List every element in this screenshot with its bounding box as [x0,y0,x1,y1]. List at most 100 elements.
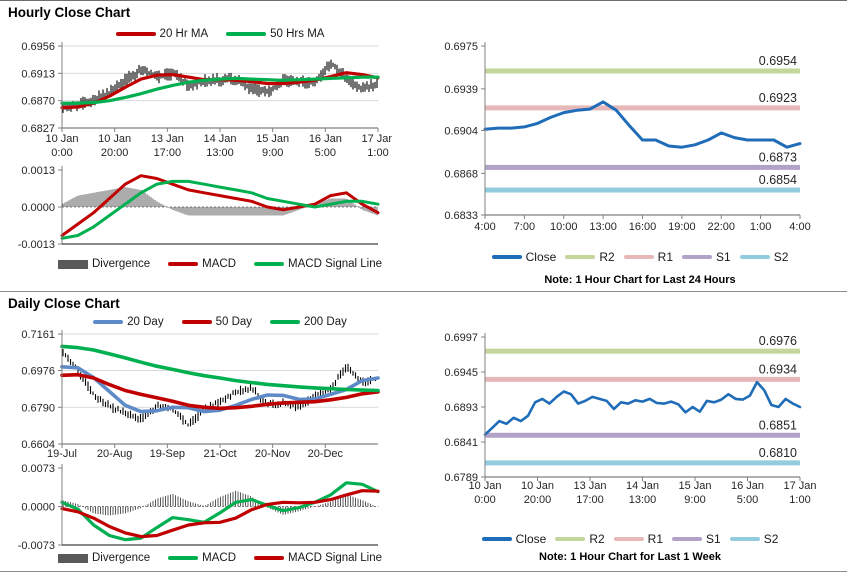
x-tick-label: 0:00 [474,494,495,506]
x-tick-label: 15 Jan [256,133,289,145]
daily-macd-chart: 0.0073 0.0000 -0.0073 [18,463,380,552]
band-label-s1: 0.6873 [759,150,797,164]
legend-item-divergence: Divergence [58,258,150,270]
band-r2 [485,348,800,354]
x-tick-label: 15 Jan [678,480,711,492]
20-day-line [60,364,380,414]
band-label-r1: 0.6923 [759,91,797,105]
x-tick-label: 14 Jan [203,133,236,145]
y-tick-label: 0.6868 [444,168,478,180]
legend-label: S2 [763,532,779,546]
legend-item-macd: MACD [168,552,236,564]
x-tick-label: 1:00 [367,147,388,159]
y-tick-label: 0.6833 [444,210,478,222]
legend-swatch [58,259,88,269]
legend-item-macd-signal-line: MACD Signal Line [254,552,382,564]
50-day-line [60,372,380,411]
legend-item-r1: R1 [623,250,673,264]
200-day-line [60,344,380,393]
legend-swatch [226,32,267,36]
x-tick-label: 4:00 [474,221,495,233]
daily-sr-note: Note: 1 Hour Chart for Last 1 Week [539,551,721,563]
y-tick-label: 0.6975 [444,41,478,53]
legend-label: MACD [202,552,237,564]
legend-item-50-hrs-ma: 50 Hrs MA [226,28,324,40]
x-tick-label: 1:00 [789,494,810,506]
x-tick-label: 10:00 [550,221,578,233]
x-tick-label: 19:00 [668,221,696,233]
legend-item-s2: S2 [729,532,779,546]
x-tick-label: 20-Nov [255,448,291,460]
legend-label: S2 [773,250,789,264]
legend-item-20-day: 20 Day [93,316,164,328]
band-label-s2: 0.6810 [759,446,797,460]
x-tick-label: 20-Dec [308,448,344,460]
x-tick-label: 16:00 [629,221,657,233]
legend-label: 50 Hrs MA [270,28,325,40]
x-tick-label: 13 Jan [573,480,606,492]
x-tick-label: 17:00 [154,147,182,159]
legend-item-s2: S2 [739,250,789,264]
x-tick-label: 13:00 [629,494,657,506]
x-tick-label: 17 Jan [361,133,392,145]
hourly-macd-chart: 0.0013 0.0000 -0.0013 [18,165,380,251]
legend-item-r2: R2 [565,250,615,264]
legend-label: Close [515,532,547,546]
band-label-s1: 0.6851 [759,418,797,432]
legend-swatch [729,537,760,541]
legend-item-macd: MACD [168,258,236,270]
x-tick-label: 19-Sep [150,448,185,460]
y-tick-label: 0.6827 [21,123,55,135]
y-tick-label: 0.6789 [444,472,478,484]
x-tick-label: 21-Oct [203,448,236,460]
x-tick-label: 10 Jan [468,480,501,492]
x-tick-label: 5:00 [315,147,336,159]
x-tick-label: 10 Jan [45,133,78,145]
legend-label: Divergence [92,258,151,270]
x-tick-label: 19-Jul [47,448,77,460]
legend-label: S1 [706,532,721,546]
y-tick-label: 0.6790 [21,402,55,414]
y-tick-label: 0.6604 [21,439,55,451]
legend-label: R2 [589,532,605,546]
x-tick-label: 5:00 [737,494,758,506]
y-tick-label: 0.0000 [21,502,55,514]
hourly-macd-legend: Divergence MACD MACD Signal Line [58,258,382,270]
legend-item-close: Close [491,250,557,264]
legend-item-200-day: 200 Day [270,316,347,328]
top-divider [0,0,847,1]
legend-swatch [181,320,212,324]
legend-label: Close [525,250,557,264]
band-label-r1: 0.6934 [759,362,797,376]
candlesticks [62,59,378,113]
x-tick-label: 1:00 [750,221,771,233]
legend-label: MACD [202,258,237,270]
section-divider [0,291,847,292]
x-tick-label: 17:00 [576,494,604,506]
legend-label: R1 [657,250,673,264]
macd-signal-line-line [60,179,380,240]
y-tick-label: 0.6841 [444,437,478,449]
legend-label: S1 [716,250,731,264]
x-tick-label: 20:00 [524,494,552,506]
x-tick-label: 13 Jan [151,133,184,145]
legend-swatch [481,537,512,541]
x-tick-label: 22:00 [707,221,735,233]
band-s2 [485,460,800,466]
band-label-r2: 0.6976 [759,334,797,348]
band-s2 [485,187,800,193]
legend-item-divergence: Divergence [58,552,150,564]
hourly-price-legend: 20 Hr MA 50 Hrs MA [62,28,378,40]
legend-item-s1: S1 [682,250,731,264]
y-tick-label: 0.6913 [21,68,55,80]
y-tick-label: 0.0073 [21,463,55,475]
daily-macd-legend: Divergence MACD MACD Signal Line [58,552,382,564]
band-s1 [485,432,800,438]
band-r2 [485,68,800,74]
band-label-r2: 0.6954 [759,54,797,68]
legend-label: MACD Signal Line [288,552,383,564]
x-tick-label: 10 Jan [521,480,554,492]
y-tick-label: 0.6997 [444,332,478,344]
